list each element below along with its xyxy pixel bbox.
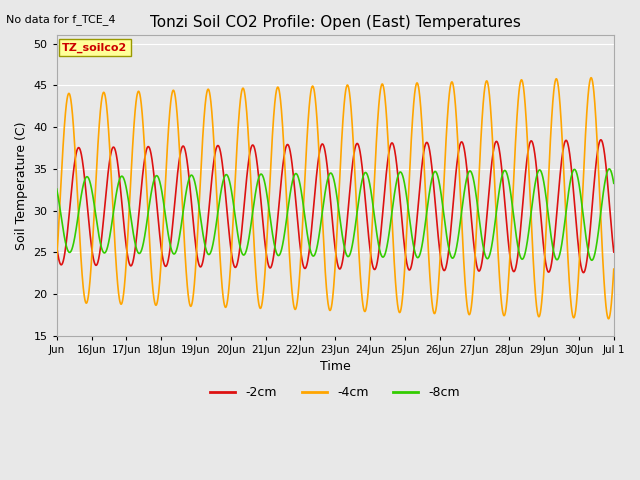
Title: Tonzi Soil CO2 Profile: Open (East) Temperatures: Tonzi Soil CO2 Profile: Open (East) Temp…: [150, 15, 521, 30]
Text: TZ_soilco2: TZ_soilco2: [62, 42, 127, 53]
Legend: -2cm, -4cm, -8cm: -2cm, -4cm, -8cm: [205, 382, 465, 405]
Text: No data for f_TCE_4: No data for f_TCE_4: [6, 14, 116, 25]
X-axis label: Time: Time: [320, 360, 351, 373]
Y-axis label: Soil Temperature (C): Soil Temperature (C): [15, 121, 28, 250]
